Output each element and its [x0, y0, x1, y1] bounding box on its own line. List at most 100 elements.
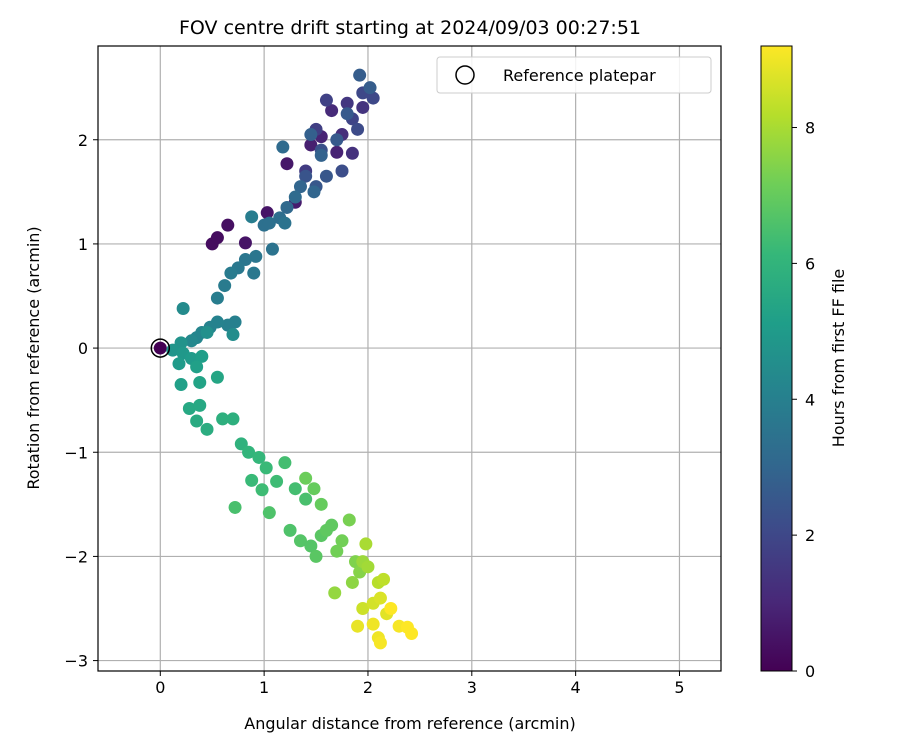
- data-point: [366, 91, 380, 105]
- data-point: [319, 169, 333, 183]
- data-point: [200, 325, 214, 339]
- x-tick-label: 0: [155, 678, 165, 697]
- data-point: [307, 482, 321, 496]
- x-axis-ticks: 0 1 2 3 4 5: [155, 671, 685, 697]
- data-point: [361, 560, 375, 574]
- colorbar-label: Hours from first FF file: [829, 269, 848, 448]
- data-point: [200, 422, 214, 436]
- data-point: [260, 206, 274, 220]
- colorbar-tick-label: 0: [805, 662, 815, 681]
- data-point: [252, 450, 266, 464]
- x-tick-label: 1: [259, 678, 269, 697]
- data-point: [221, 218, 235, 232]
- data-point: [340, 96, 354, 110]
- data-point: [288, 482, 302, 496]
- data-point: [174, 378, 188, 392]
- data-point: [255, 483, 269, 497]
- data-point: [304, 128, 318, 142]
- colorbar: [760, 45, 793, 672]
- data-point: [309, 549, 323, 563]
- data-point: [190, 414, 204, 428]
- data-point: [210, 370, 224, 384]
- data-point: [366, 617, 380, 631]
- colorbar-tick-label: 4: [805, 390, 815, 409]
- data-point: [283, 523, 297, 537]
- data-point: [384, 602, 398, 615]
- data-point: [304, 539, 318, 553]
- data-point: [190, 360, 204, 374]
- colorbar-tick-label: 2: [805, 526, 815, 545]
- data-point: [330, 544, 344, 558]
- grid-lines: [98, 46, 721, 671]
- data-point: [249, 249, 263, 263]
- data-point: [325, 104, 339, 118]
- y-tick-label: −3: [64, 652, 88, 671]
- x-tick-label: 5: [674, 678, 684, 697]
- data-point: [245, 473, 259, 487]
- data-point: [307, 185, 321, 199]
- y-tick-label: −2: [64, 547, 88, 566]
- y-axis-label: Rotation from reference (arcmin): [24, 226, 43, 489]
- data-point: [340, 107, 354, 121]
- colorbar-tick-label: 8: [805, 119, 815, 138]
- data-point: [299, 169, 313, 183]
- data-point: [247, 266, 261, 280]
- reference-marker: [150, 338, 171, 358]
- data-point: [330, 145, 344, 159]
- data-point: [328, 586, 342, 600]
- data-point: [172, 357, 186, 371]
- data-point: [405, 627, 419, 640]
- data-point: [363, 81, 377, 95]
- data-point: [280, 200, 294, 214]
- legend: Reference platepar: [436, 56, 712, 94]
- data-point: [218, 279, 232, 293]
- data-point: [342, 513, 356, 527]
- data-point: [330, 133, 344, 147]
- data-point: [195, 349, 209, 363]
- data-point: [377, 572, 391, 586]
- data-point: [216, 412, 230, 426]
- data-point: [373, 591, 387, 605]
- data-point: [242, 445, 256, 459]
- y-tick-label: −1: [64, 443, 88, 462]
- y-tick-label: 0: [78, 339, 88, 358]
- data-point: [345, 146, 359, 160]
- legend-entry-reference-platepar: Reference platepar: [503, 66, 656, 85]
- x-tick-label: 2: [363, 678, 373, 697]
- data-point: [224, 266, 238, 280]
- data-point: [353, 68, 367, 82]
- data-point: [276, 140, 290, 154]
- data-point: [176, 302, 190, 315]
- data-point: [373, 636, 387, 650]
- data-point: [193, 398, 207, 412]
- data-point: [356, 100, 370, 114]
- data-point: [351, 122, 365, 136]
- data-point: [293, 180, 307, 194]
- data-point: [259, 461, 273, 475]
- data-point: [226, 412, 240, 426]
- data-point: [351, 619, 365, 633]
- data-point: [280, 157, 294, 171]
- y-tick-label: 1: [78, 235, 88, 254]
- data-point: [262, 216, 276, 230]
- data-point: [210, 291, 224, 305]
- data-point: [193, 375, 207, 389]
- data-point: [228, 500, 242, 514]
- data-point: [359, 537, 373, 551]
- y-axis-ticks: −3 −2 −1 0 1 2: [64, 131, 98, 671]
- data-point: [238, 236, 252, 250]
- data-point: [335, 534, 349, 548]
- x-axis-label: Angular distance from reference (arcmin): [244, 714, 575, 733]
- data-point: [293, 534, 307, 548]
- data-point: [314, 497, 328, 511]
- data-point: [304, 138, 318, 152]
- data-point: [184, 334, 198, 348]
- colorbar-ticks: 0 2 4 6 8: [792, 119, 815, 681]
- data-point: [245, 210, 259, 224]
- chart-title: FOV centre drift starting at 2024/09/03 …: [179, 17, 641, 39]
- data-point: [226, 328, 240, 342]
- data-point: [265, 242, 279, 256]
- data-point: [345, 575, 359, 589]
- data-point: [299, 471, 313, 485]
